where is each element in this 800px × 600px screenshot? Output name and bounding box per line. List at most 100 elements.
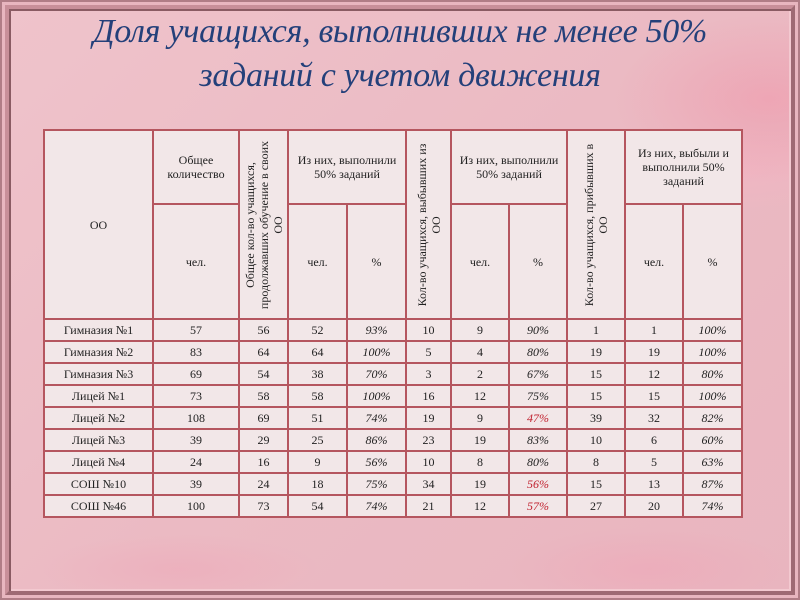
cell-oo: Лицей №1 [43, 384, 154, 408]
cell-completed-3-percent: 82% [682, 406, 743, 430]
cell-completed-1-people: 52 [287, 318, 348, 342]
cell-total: 39 [152, 472, 240, 496]
cell-arrived: 1 [566, 318, 626, 342]
cell-completed-2-percent: 75% [508, 384, 568, 408]
table-row: Гимназия №3 69 54 38 70% 3 2 67% 15 12 8… [43, 362, 743, 386]
cell-completed-1-percent: 93% [346, 318, 407, 342]
header-total-count: Общее количество [152, 129, 240, 205]
table-row: Лицей №1 73 58 58 100% 16 12 75% 15 15 1… [43, 384, 743, 408]
cell-completed-3-people: 20 [624, 494, 684, 518]
cell-total: 39 [152, 428, 240, 452]
cell-completed-3-people: 1 [624, 318, 684, 342]
cell-left: 34 [405, 472, 452, 496]
cell-continued: 29 [238, 428, 289, 452]
table-row: СОШ №10 39 24 18 75% 34 19 56% 15 13 87% [43, 472, 743, 496]
table-row: Лицей №2 108 69 51 74% 19 9 47% 39 32 82… [43, 406, 743, 430]
cell-completed-2-people: 12 [450, 494, 510, 518]
table-row: Гимназия №2 83 64 64 100% 5 4 80% 19 19 … [43, 340, 743, 364]
cell-total: 83 [152, 340, 240, 364]
header-oo: ОО [43, 129, 154, 320]
cell-completed-2-people: 19 [450, 428, 510, 452]
cell-left: 19 [405, 406, 452, 430]
cell-completed-2-people: 9 [450, 406, 510, 430]
cell-continued: 58 [238, 384, 289, 408]
table-row: Лицей №4 24 16 9 56% 10 8 80% 8 5 63% [43, 450, 743, 474]
cell-oo: Гимназия №3 [43, 362, 154, 386]
cell-arrived: 15 [566, 384, 626, 408]
cell-completed-2-people: 9 [450, 318, 510, 342]
cell-oo: Гимназия №1 [43, 318, 154, 342]
cell-completed-3-percent: 60% [682, 428, 743, 452]
title-line-2: заданий с учетом движения [199, 57, 601, 94]
header-left: Кол-во учащихся, выбывших из ОО [405, 129, 452, 320]
cell-arrived: 15 [566, 472, 626, 496]
header-continued: Общее кол-во учащихся, продолжавших обуч… [238, 129, 289, 320]
table-row: Гимназия №1 57 56 52 93% 10 9 90% 1 1 10… [43, 318, 743, 342]
cell-completed-3-percent: 74% [682, 494, 743, 518]
cell-completed-3-people: 15 [624, 384, 684, 408]
cell-completed-1-people: 51 [287, 406, 348, 430]
cell-continued: 64 [238, 340, 289, 364]
cell-completed-2-people: 4 [450, 340, 510, 364]
cell-left: 21 [405, 494, 452, 518]
cell-continued: 16 [238, 450, 289, 474]
cell-completed-1-people: 64 [287, 340, 348, 364]
cell-completed-3-percent: 63% [682, 450, 743, 474]
cell-left: 3 [405, 362, 452, 386]
header-left-completed: Из них, выбыли и выполнили 50% заданий [624, 129, 743, 205]
cell-completed-3-people: 32 [624, 406, 684, 430]
subheader-percent: % [508, 203, 568, 320]
cell-oo: СОШ №46 [43, 494, 154, 518]
cell-oo: Лицей №4 [43, 450, 154, 474]
cell-completed-1-people: 9 [287, 450, 348, 474]
cell-total: 73 [152, 384, 240, 408]
cell-completed-3-percent: 100% [682, 384, 743, 408]
cell-completed-2-percent: 80% [508, 450, 568, 474]
cell-arrived: 39 [566, 406, 626, 430]
cell-continued: 24 [238, 472, 289, 496]
cell-completed-3-percent: 100% [682, 318, 743, 342]
cell-completed-1-percent: 86% [346, 428, 407, 452]
cell-left: 5 [405, 340, 452, 364]
cell-completed-1-percent: 70% [346, 362, 407, 386]
cell-completed-1-people: 38 [287, 362, 348, 386]
cell-arrived: 10 [566, 428, 626, 452]
cell-left: 23 [405, 428, 452, 452]
slide-title: Доля учащихся, выполнивших не менее 50% … [0, 10, 800, 98]
cell-total: 69 [152, 362, 240, 386]
cell-oo: Лицей №2 [43, 406, 154, 430]
subheader-people: чел. [287, 203, 348, 320]
cell-completed-1-people: 18 [287, 472, 348, 496]
cell-left: 10 [405, 318, 452, 342]
cell-continued: 73 [238, 494, 289, 518]
cell-completed-2-percent: 56% [508, 472, 568, 496]
cell-completed-2-percent: 47% [508, 406, 568, 430]
cell-completed-2-percent: 57% [508, 494, 568, 518]
cell-completed-3-people: 12 [624, 362, 684, 386]
cell-completed-1-percent: 74% [346, 494, 407, 518]
cell-oo: Лицей №3 [43, 428, 154, 452]
cell-completed-3-percent: 100% [682, 340, 743, 364]
cell-completed-2-people: 12 [450, 384, 510, 408]
cell-completed-3-percent: 80% [682, 362, 743, 386]
cell-completed-1-percent: 56% [346, 450, 407, 474]
table-row: СОШ №46 100 73 54 74% 21 12 57% 27 20 74… [43, 494, 743, 518]
cell-arrived: 27 [566, 494, 626, 518]
cell-total: 57 [152, 318, 240, 342]
cell-completed-2-people: 19 [450, 472, 510, 496]
cell-continued: 56 [238, 318, 289, 342]
cell-completed-1-percent: 74% [346, 406, 407, 430]
cell-completed-2-people: 8 [450, 450, 510, 474]
cell-completed-2-people: 2 [450, 362, 510, 386]
cell-total: 100 [152, 494, 240, 518]
cell-completed-1-people: 58 [287, 384, 348, 408]
cell-completed-2-percent: 83% [508, 428, 568, 452]
header-completed-1: Из них, выполнили 50% заданий [287, 129, 407, 205]
cell-continued: 54 [238, 362, 289, 386]
cell-completed-3-people: 6 [624, 428, 684, 452]
cell-left: 16 [405, 384, 452, 408]
title-line-1: Доля учащихся, выполнивших не менее 50% [92, 13, 708, 50]
header-arrived: Кол-во учащихся, прибывших в ОО [566, 129, 626, 320]
cell-continued: 69 [238, 406, 289, 430]
cell-completed-1-percent: 100% [346, 340, 407, 364]
